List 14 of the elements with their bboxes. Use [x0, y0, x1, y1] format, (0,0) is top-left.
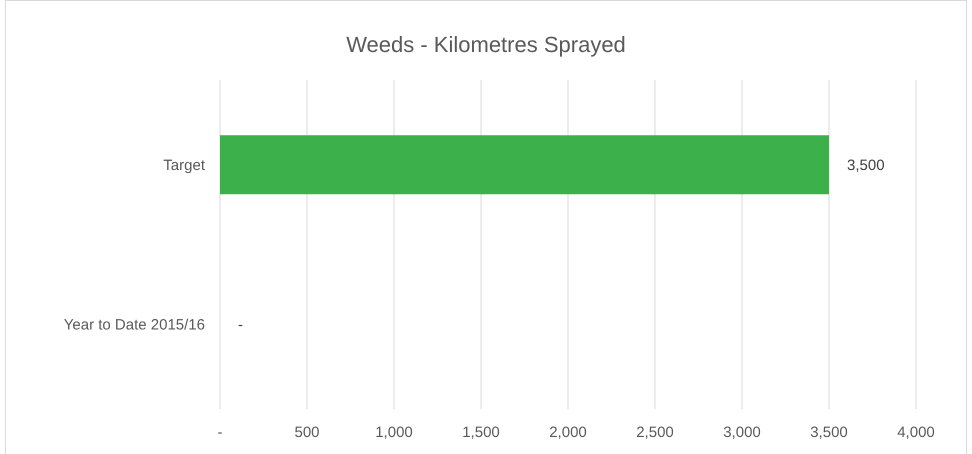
x-tick-label: 1,500 [462, 424, 500, 441]
data-label: 3,500 [847, 157, 885, 174]
x-tick-label: 500 [294, 424, 320, 441]
x-tick-label: - [218, 424, 222, 441]
x-tick-label: 1,000 [375, 424, 413, 441]
x-tick-label: 3,500 [810, 424, 848, 441]
x-tick-label: 2,500 [636, 424, 674, 441]
data-label: - [238, 316, 243, 334]
y-tick-label: Year to Date 2015/16 [64, 316, 205, 334]
chart-title: Weeds - Kilometres Sprayed [346, 32, 626, 57]
x-tick-label: 4,000 [897, 424, 935, 441]
y-tick-label: Target [163, 157, 206, 174]
x-tick-label: 3,000 [723, 424, 761, 441]
x-tick-label: 2,000 [549, 424, 587, 441]
